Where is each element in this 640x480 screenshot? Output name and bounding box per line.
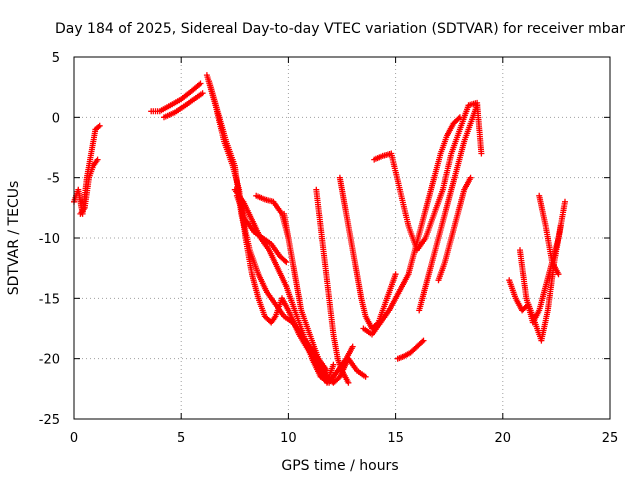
data-point-markers xyxy=(371,99,485,254)
series-arc-a xyxy=(71,122,103,217)
data-point-markers xyxy=(536,192,562,278)
x-tick-label: 0 xyxy=(70,431,78,446)
data-point-markers xyxy=(281,210,369,386)
x-tick-label: 20 xyxy=(495,431,512,446)
data-point-markers xyxy=(313,186,352,386)
series-arc-n xyxy=(371,99,485,254)
data-point-markers xyxy=(77,156,101,217)
y-tick-label: -20 xyxy=(39,353,60,368)
x-tick-label: 15 xyxy=(387,431,404,446)
series-arc-e xyxy=(203,72,337,386)
data-point-markers xyxy=(435,174,474,284)
data-point-markers xyxy=(394,337,427,362)
series-arc-h xyxy=(233,192,290,266)
data-point-markers xyxy=(206,78,330,374)
data-point-markers xyxy=(203,72,337,386)
x-axis-label: GPS time / hours xyxy=(281,458,398,474)
y-tick-label: -10 xyxy=(39,232,60,247)
y-tick-label: -25 xyxy=(39,413,60,428)
series-arc-b xyxy=(77,156,101,217)
series-arc-j xyxy=(281,210,369,386)
x-tick-label: 10 xyxy=(280,431,297,446)
data-points xyxy=(71,72,568,386)
series-arc-c xyxy=(148,80,204,115)
data-point-markers xyxy=(360,114,463,338)
series-arc-d xyxy=(161,90,206,121)
y-axis-label: SDTVAR / TECUs xyxy=(6,181,22,296)
y-tick-label: -15 xyxy=(39,292,60,307)
y-tick-label: 0 xyxy=(52,111,60,126)
data-point-markers xyxy=(148,80,204,115)
x-tick-label: 5 xyxy=(177,431,185,446)
x-tick-label: 25 xyxy=(602,431,619,446)
series-arc-t xyxy=(536,192,562,278)
series-arc-f xyxy=(206,78,330,374)
series-arc-q xyxy=(394,337,427,362)
data-point-markers xyxy=(161,90,206,121)
series-arc-m xyxy=(360,114,463,338)
series-arc-k xyxy=(313,186,352,386)
axis-ticks: 0 5 10 15 20 25 -25 -20 -15 -10 -5 0 5 xyxy=(39,51,619,446)
series-arc-r xyxy=(506,222,564,344)
data-point-markers xyxy=(233,192,290,266)
data-point-markers xyxy=(506,222,564,344)
chart-title: Day 184 of 2025, Sidereal Day-to-day VTE… xyxy=(55,21,625,37)
plot-frame xyxy=(73,56,611,420)
data-point-markers xyxy=(71,122,103,217)
data-point-markers xyxy=(416,102,481,314)
y-tick-label: -5 xyxy=(47,172,60,187)
series-arc-p xyxy=(435,174,474,284)
series-arc-o xyxy=(416,102,481,314)
y-tick-label: 5 xyxy=(52,51,60,66)
